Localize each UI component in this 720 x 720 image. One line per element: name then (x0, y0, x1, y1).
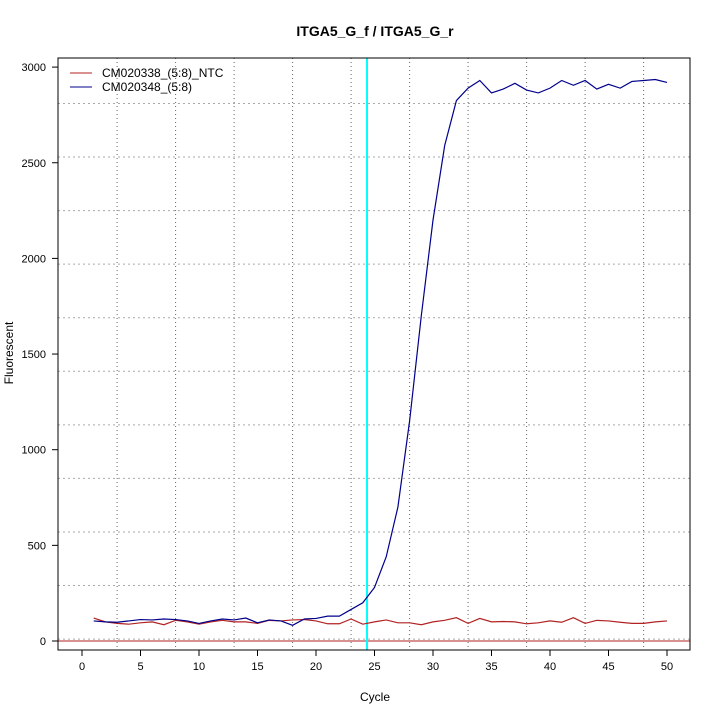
series-line-0 (93, 617, 668, 626)
x-tick-label: 5 (137, 661, 143, 673)
x-tick-label: 50 (661, 661, 673, 673)
x-tick-label: 40 (544, 661, 556, 673)
chart-title: ITGA5_G_f / ITGA5_G_r (296, 23, 454, 39)
x-tick-label: 30 (427, 661, 439, 673)
legend-label: CM020338_(5:8)_NTC (102, 66, 224, 80)
x-tick-label: 10 (193, 661, 205, 673)
y-tick-label: 500 (28, 540, 46, 552)
y-tick-label: 1500 (22, 349, 46, 361)
x-tick-label: 20 (310, 661, 322, 673)
x-tick-label: 0 (79, 661, 85, 673)
y-tick-label: 2500 (22, 158, 46, 170)
series-line-1 (93, 78, 668, 626)
y-tick-label: 1000 (22, 445, 46, 457)
y-tick-label: 2000 (22, 253, 46, 265)
y-tick-label: 3000 (22, 62, 46, 74)
y-tick-label: 0 (40, 636, 46, 648)
x-tick-label: 15 (251, 661, 263, 673)
legend-label: CM020348_(5:8) (102, 80, 192, 94)
plot-frame (57, 57, 691, 651)
x-tick-label: 45 (602, 661, 614, 673)
x-tick-label: 35 (485, 661, 497, 673)
x-tick-label: 25 (368, 661, 380, 673)
x-axis-label: Cycle (360, 690, 390, 704)
y-axis-label: Fluorescent (2, 321, 16, 384)
